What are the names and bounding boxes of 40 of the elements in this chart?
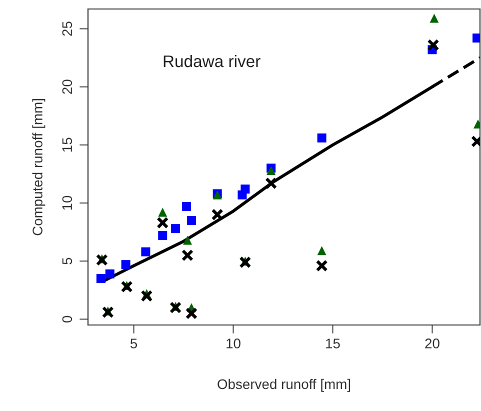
- point: [120, 280, 133, 293]
- y-tick-label: 10: [62, 196, 72, 210]
- point: [316, 260, 328, 272]
- point: [96, 274, 106, 284]
- x-tick-label: 10: [226, 338, 240, 348]
- point: [240, 184, 250, 194]
- point: [102, 306, 114, 318]
- point: [430, 14, 439, 23]
- annotation: Rudawa river: [164, 54, 260, 68]
- point: [156, 216, 169, 229]
- point: [186, 216, 196, 225]
- y-axis-title: Computed runoff [mm]: [32, 99, 46, 236]
- point: [182, 202, 191, 211]
- point: [317, 133, 326, 142]
- x-axis-title: Observed runoff [mm]: [218, 378, 350, 392]
- point: [121, 260, 130, 270]
- point: [96, 254, 108, 266]
- point: [105, 269, 114, 278]
- x-tick-label: 15: [326, 338, 340, 348]
- point: [140, 290, 153, 302]
- point: [185, 307, 198, 320]
- point: [317, 246, 326, 256]
- point: [182, 236, 192, 245]
- y-tick-label: 20: [62, 80, 72, 94]
- y-tick-label: 15: [62, 138, 72, 152]
- x-tick-label: 5: [130, 338, 138, 348]
- point: [265, 177, 278, 190]
- point: [141, 247, 150, 256]
- y-tick-label: 0: [62, 316, 72, 323]
- point: [158, 208, 168, 217]
- point: [239, 256, 252, 268]
- point: [181, 249, 194, 262]
- y-tick-label: 25: [62, 22, 72, 36]
- point: [171, 224, 180, 234]
- point: [427, 38, 440, 52]
- x-tick-label: 20: [425, 338, 440, 348]
- point: [158, 231, 168, 240]
- point: [211, 208, 224, 221]
- y-tick-label: 5: [62, 258, 72, 264]
- point: [170, 302, 182, 314]
